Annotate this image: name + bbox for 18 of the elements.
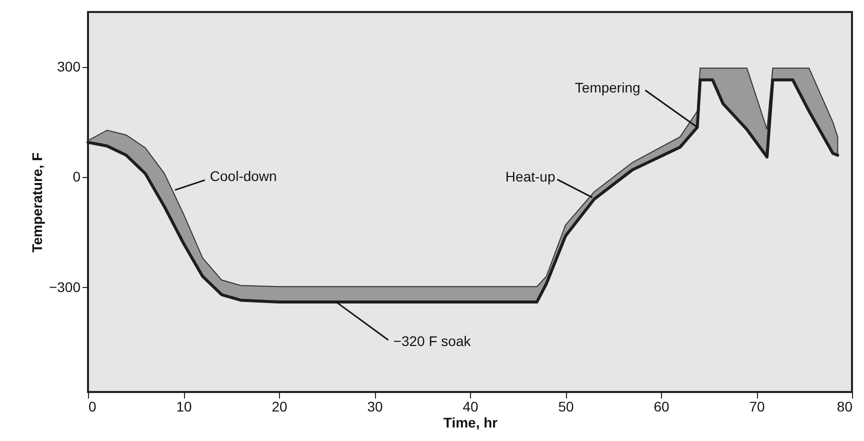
annotation: Cool-down	[210, 168, 277, 184]
y-tick-label: −300	[48, 278, 81, 295]
annotation: Tempering	[574, 79, 640, 96]
annotation: −320 F soak	[393, 333, 472, 350]
annotation: Heat-up	[505, 168, 556, 184]
x-axis-title: Time, hr	[443, 414, 498, 430]
y-tick-label: 0	[72, 168, 81, 185]
x-tick-label: 10	[176, 398, 192, 414]
x-tick-label: 20	[272, 398, 288, 414]
x-tick-label: 70	[749, 398, 765, 414]
x-tick-label: 0	[88, 398, 96, 414]
x-tick-label: 60	[654, 398, 670, 414]
x-tick-label: 30	[367, 398, 383, 414]
x-tick-label: 80	[836, 398, 853, 414]
x-tick-label: 40	[462, 398, 478, 414]
x-tick-label: 50	[558, 398, 574, 414]
y-axis-title: Temperature, F	[28, 152, 45, 253]
y-tick-label: 300	[57, 58, 81, 75]
